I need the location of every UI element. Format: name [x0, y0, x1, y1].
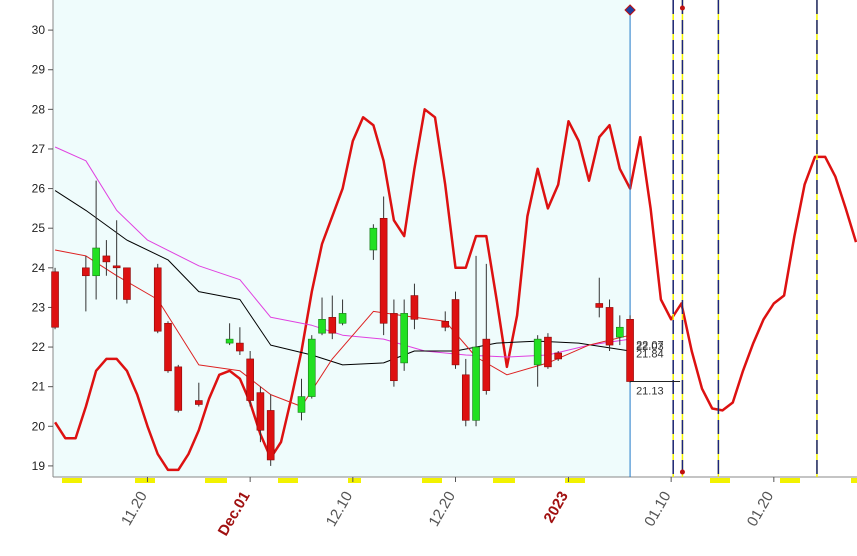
period-mark [780, 478, 800, 483]
candle-body [236, 342, 244, 352]
line-series [54, 190, 631, 366]
period-mark [565, 478, 585, 483]
y-tick-label: 20 [32, 419, 46, 433]
candle-body [472, 346, 480, 421]
candle-body [174, 366, 183, 411]
y-tick-label: 19 [32, 459, 46, 473]
period-mark [422, 478, 442, 483]
candle-body [153, 267, 162, 332]
candle-body [400, 313, 408, 364]
line-series [55, 249, 631, 407]
candle-body [318, 319, 326, 334]
candle-body [266, 410, 275, 461]
candle-body [195, 400, 203, 405]
candle-body [595, 303, 604, 308]
line-series [54, 108, 857, 472]
candle-body [626, 319, 634, 382]
y-tick-label: 28 [32, 102, 46, 116]
candle-body [441, 321, 450, 328]
price-label: 21.13 [636, 386, 664, 398]
period-mark [135, 478, 155, 483]
candle-body [164, 322, 172, 372]
period-mark [851, 478, 857, 483]
period-mark [205, 478, 227, 483]
candle-body [225, 338, 234, 344]
candle-body [256, 392, 265, 431]
today-marker [624, 4, 636, 16]
candle-body [246, 358, 254, 401]
y-tick-label: 26 [32, 182, 46, 196]
y-tick-label: 24 [32, 261, 46, 275]
period-mark [710, 478, 730, 483]
candle-body [533, 338, 542, 366]
history-area [53, 0, 631, 477]
candle-body [390, 313, 398, 382]
candle-body [112, 265, 121, 269]
y-tick-label: 29 [32, 63, 46, 77]
candle-body [461, 374, 470, 421]
candle-body [92, 247, 100, 277]
cycle-dot [679, 469, 685, 475]
y-tick-label: 30 [32, 23, 46, 37]
candle-body [338, 313, 347, 324]
candle-body [482, 338, 491, 391]
candle-body [605, 307, 614, 346]
price-label: 21.84 [636, 348, 664, 360]
period-mark [278, 478, 298, 483]
y-tick-label: 25 [32, 221, 46, 235]
candle-body [307, 338, 316, 397]
cycle-dot [679, 5, 685, 11]
candle-body [554, 352, 562, 360]
period-mark [493, 478, 515, 483]
candle-body [82, 267, 90, 277]
candle-body [328, 317, 337, 334]
candle-body [379, 217, 388, 324]
y-tick-label: 27 [32, 142, 46, 156]
y-tick-label: 22 [32, 340, 46, 354]
candle-body [297, 396, 306, 413]
period-mark [62, 478, 82, 483]
candle-body [51, 271, 59, 328]
candle-body [102, 255, 111, 263]
y-tick-label: 23 [32, 300, 46, 314]
candle-body [544, 336, 552, 368]
line-series [54, 146, 631, 358]
price-label: 22.07 [636, 339, 664, 351]
candle-body [410, 295, 419, 320]
price-label: 22.03 [636, 341, 664, 353]
candle-body [451, 299, 460, 366]
candle-body [369, 227, 378, 251]
period-mark [348, 478, 361, 483]
candle-body [616, 326, 624, 338]
y-tick-label: 21 [32, 380, 46, 394]
candle-body [123, 267, 131, 300]
